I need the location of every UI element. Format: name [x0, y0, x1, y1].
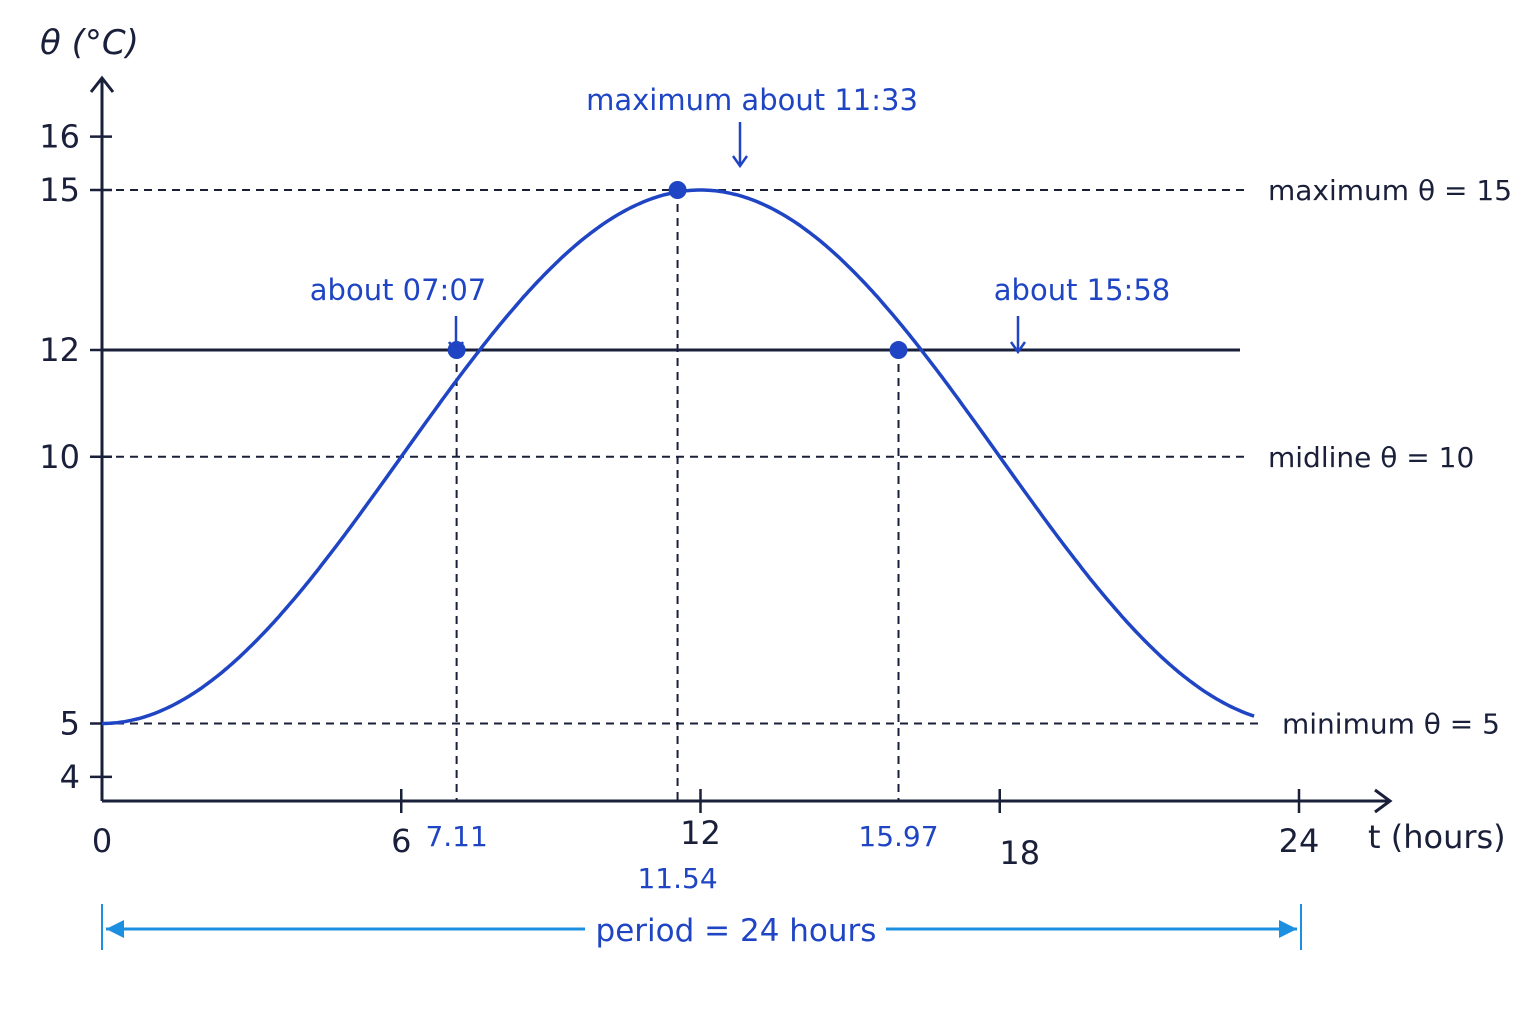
point-x-label-2: 15.97: [858, 820, 938, 853]
y-tick-label-10: 10: [39, 438, 80, 476]
reference-label-10: midline θ = 10: [1268, 441, 1474, 474]
y-tick-label-4: 4: [60, 758, 80, 796]
x-axis-arrowhead: [1374, 788, 1393, 814]
x-tick-label-0: 0: [92, 822, 112, 860]
y-tick-label-12: 12: [39, 331, 80, 369]
x-axis-title: t (hours): [1368, 818, 1506, 856]
period-arrowhead-left: [106, 920, 124, 938]
y-tick-label-5: 5: [60, 705, 80, 743]
x-tick-label-24: 24: [1279, 822, 1320, 860]
point-x-label-1: 11.54: [637, 862, 717, 895]
period-label: period = 24 hours: [596, 913, 877, 949]
point-1: [668, 181, 687, 199]
y-tick-label-15: 15: [39, 171, 80, 209]
reference-label-15: maximum θ = 15: [1268, 174, 1512, 207]
annotation-arrowhead-2: [1009, 341, 1027, 355]
x-tick-label-12: 12: [680, 814, 721, 852]
point-2: [889, 341, 908, 360]
x-tick-label-6: 6: [391, 822, 411, 860]
annotation-arrowhead-0: [447, 341, 465, 355]
y-axis-arrowhead: [89, 75, 115, 93]
x-tick-label-18: 18: [999, 834, 1040, 872]
point-x-label-0: 7.11: [425, 820, 487, 853]
y-axis-title: θ (°C): [40, 23, 139, 63]
labels-layer: maximum θ = 15 midline θ = 10 minimum θ = …: [39, 23, 1512, 949]
point-annotation-2: about 15:58: [994, 273, 1170, 307]
period-arrowhead-right: [1279, 920, 1297, 938]
point-annotation-1: maximum about 11:33: [586, 83, 918, 117]
period-layer: [101, 904, 1302, 950]
reference-lines-layer: [102, 189, 1262, 801]
points-layer: [447, 122, 1027, 360]
axes-layer: [89, 75, 1393, 814]
y-tick-label-16: 16: [39, 118, 80, 156]
reference-label-5: minimum θ = 5: [1282, 708, 1500, 741]
annotation-arrowhead-1: [731, 155, 749, 169]
point-annotation-0: about 07:07: [310, 273, 486, 307]
